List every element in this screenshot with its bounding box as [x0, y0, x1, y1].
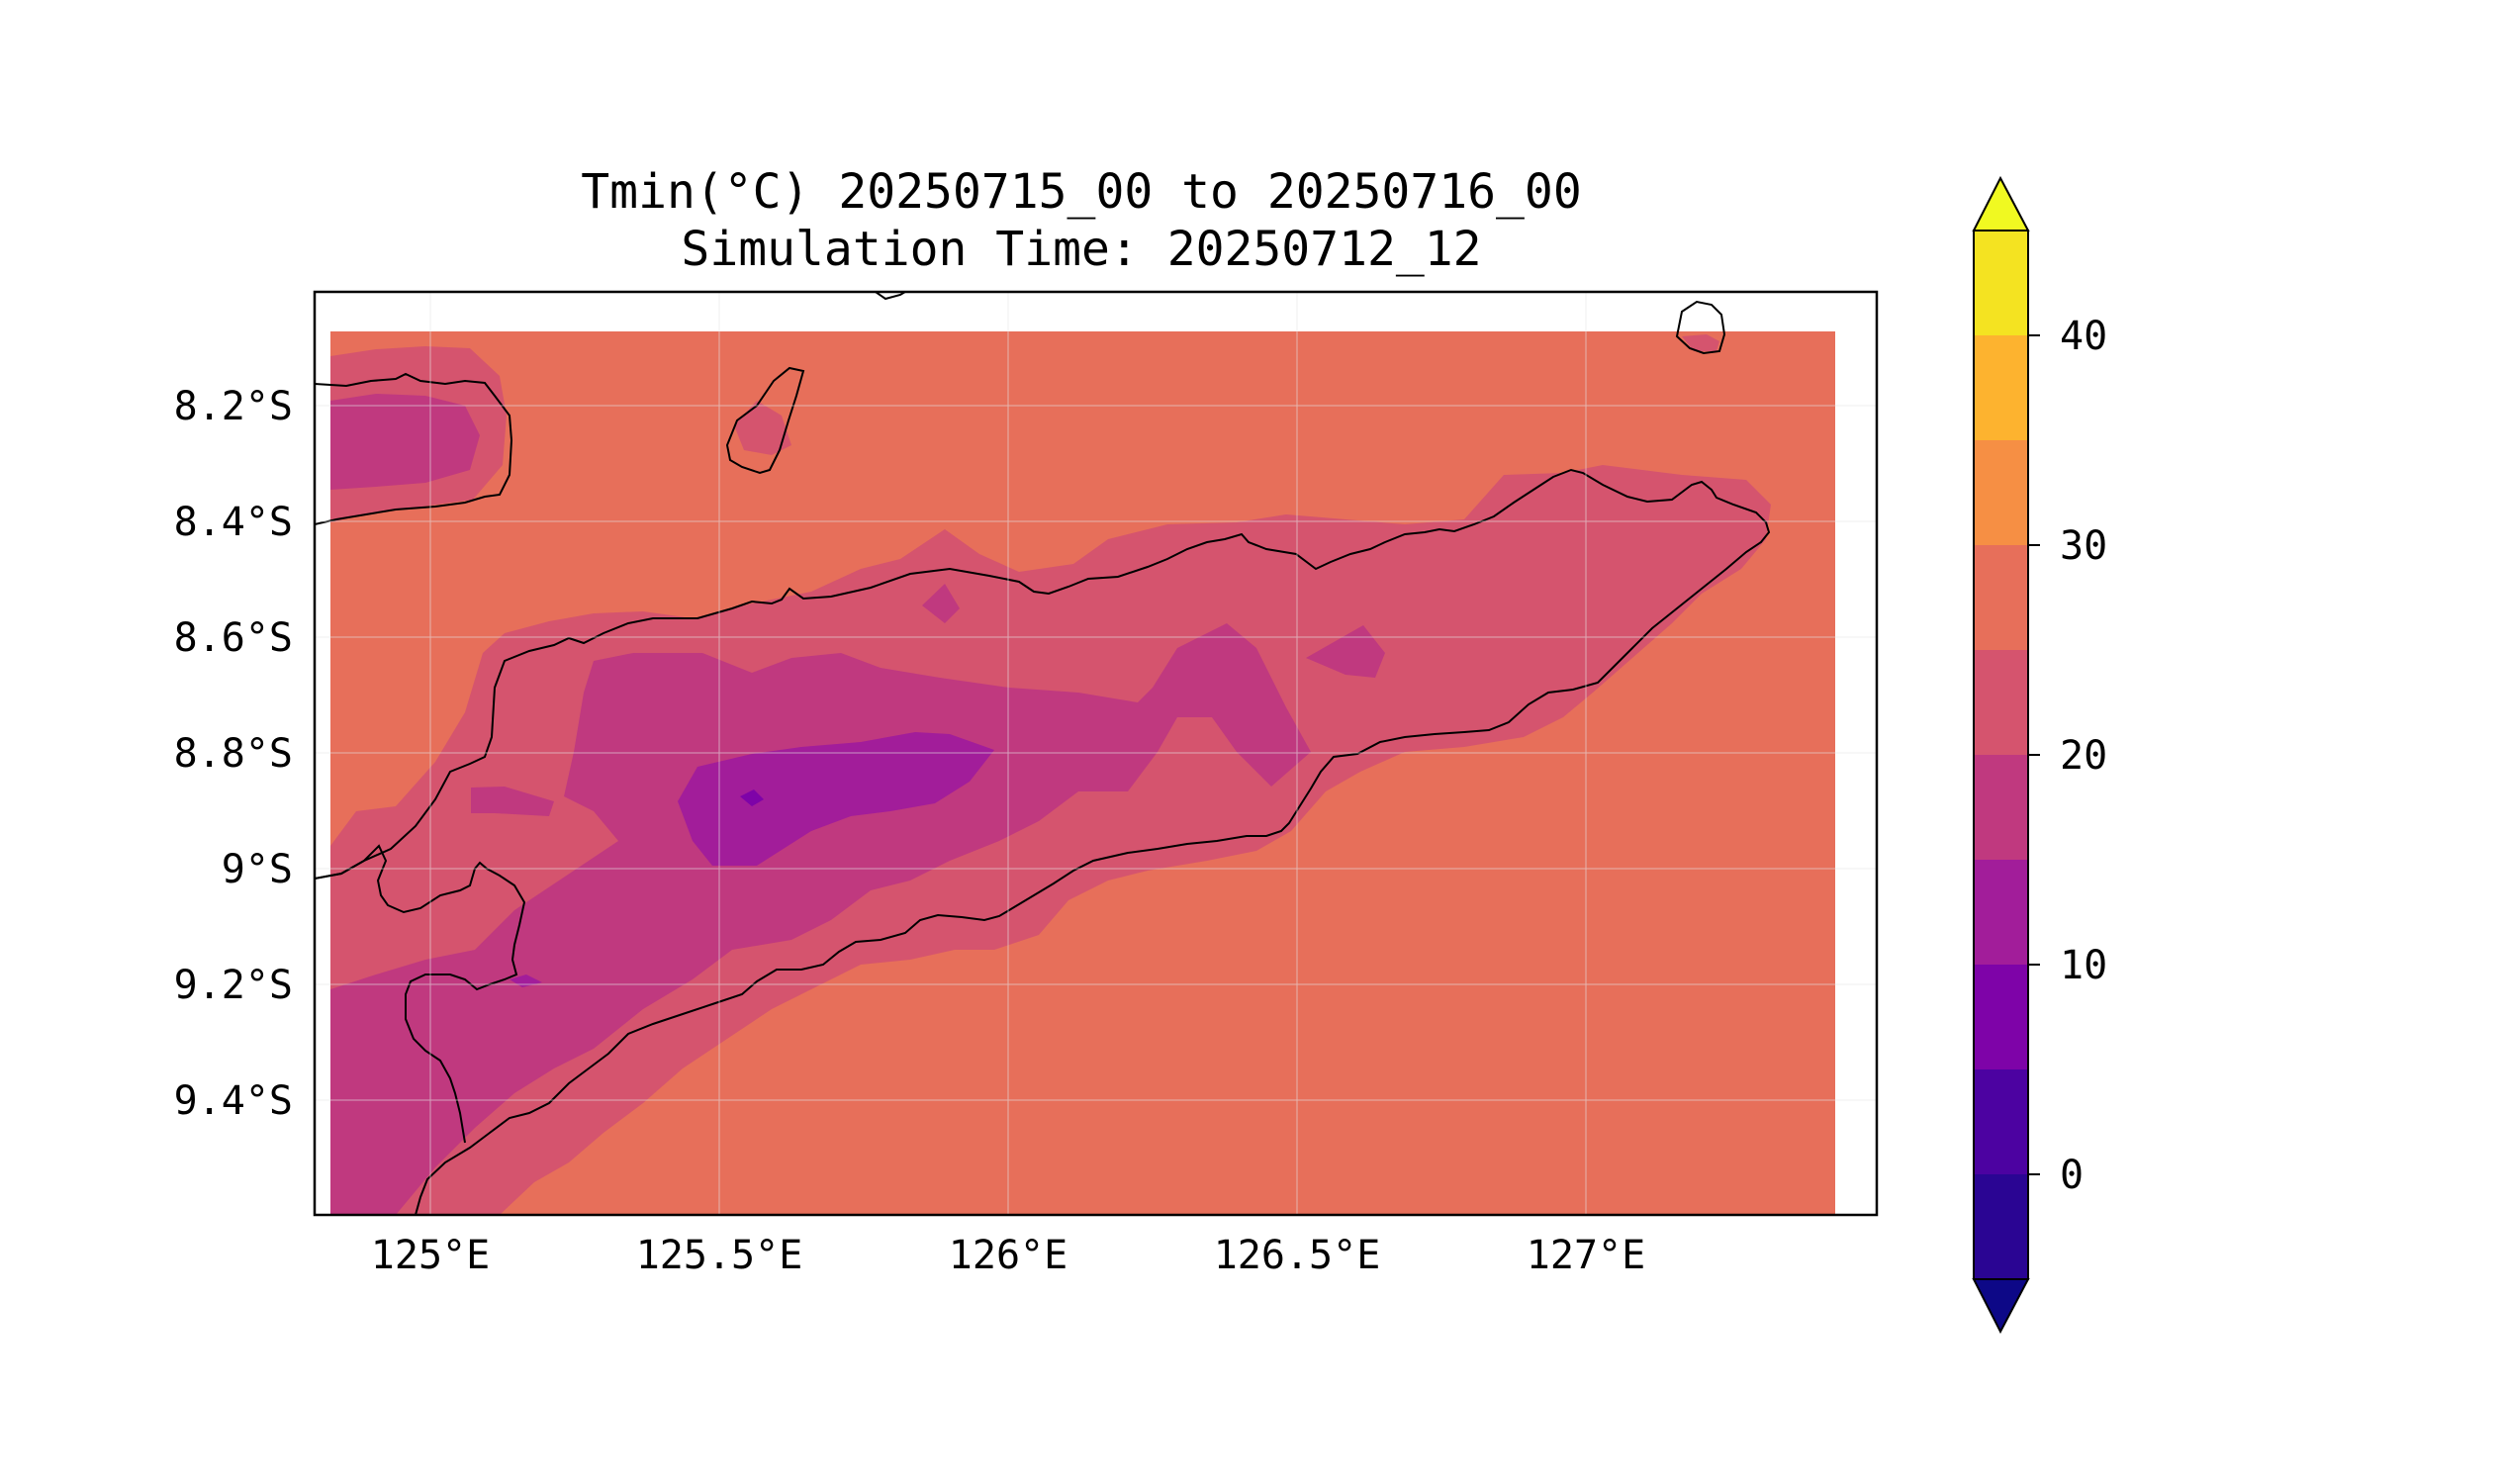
temperature-field-15-20-patch-north — [922, 584, 960, 623]
colorbar-tick-label: 20 — [2060, 733, 2107, 779]
colorbar: 40 30 20 10 0 — [1972, 175, 2107, 1335]
colorbar-band — [1974, 650, 2028, 755]
colorbar-band — [1974, 965, 2028, 1069]
coastline-oecusse — [315, 844, 526, 1144]
colorbar-extend-min — [1972, 1278, 2030, 1335]
colorbar-tick-label: 0 — [2060, 1153, 2084, 1198]
temperature-field-15-20-north — [330, 394, 480, 490]
gridlines — [315, 292, 1877, 1215]
map-title-line1: Tmin(°C) 20250715_00 to 20250716_00 — [581, 164, 1581, 220]
colorbar-band — [1974, 335, 2028, 440]
coastline-islet-ne — [1675, 300, 1726, 355]
map-frame — [313, 290, 1879, 1217]
temperature-field-20-25-islet — [734, 401, 791, 455]
colorbar-band — [1974, 1174, 2028, 1279]
y-tick-label: 9.2°S — [174, 963, 293, 1008]
temperature-field-20-25-islet-ne — [1682, 334, 1719, 351]
coastline-atauro — [725, 366, 805, 475]
temperature-field-5-10-spot — [740, 789, 764, 806]
colorbar-ticks — [2028, 334, 2040, 1175]
x-tick-label: 125°E — [371, 1233, 490, 1278]
colorbar-band — [1974, 1069, 2028, 1174]
temperature-field-15-20 — [330, 623, 1311, 1215]
coastline-layer — [315, 292, 1771, 1215]
x-tick-label: 127°E — [1527, 1233, 1645, 1278]
temperature-field-15-20-patch-west — [471, 787, 554, 816]
y-tick-label: 8.4°S — [174, 500, 293, 545]
x-tick-label: 126°E — [949, 1233, 1067, 1278]
temperature-field-15-20-patch-east — [1306, 625, 1385, 678]
y-tick-label: 8.2°S — [174, 384, 293, 429]
map-title-line2: Simulation Time: 20250712_12 — [681, 222, 1481, 277]
coastline-north-edge — [875, 292, 907, 301]
coastline-alor — [315, 372, 513, 525]
colorbar-tick-label: 40 — [2060, 314, 2107, 359]
y-tick-label: 9.4°S — [174, 1078, 293, 1124]
colorbar-tick-label: 10 — [2060, 943, 2107, 988]
y-tick-label: 8.8°S — [174, 731, 293, 777]
colorbar-band — [1974, 440, 2028, 545]
colorbar-extend-max — [1972, 175, 2030, 232]
map-panel: 125°E 125.5°E 126°E 126.5°E 127°E 8.2°S … — [174, 290, 1879, 1278]
coastline-timor — [315, 468, 1771, 1215]
y-tick-label: 8.6°S — [174, 615, 293, 661]
colorbar-band — [1974, 755, 2028, 860]
colorbar-band — [1974, 860, 2028, 965]
colorbar-band — [1974, 545, 2028, 650]
colorbar-band — [1974, 231, 2028, 335]
temperature-field-20-25 — [330, 465, 1771, 1215]
colorbar-tick-label: 30 — [2060, 523, 2107, 569]
y-tick-label: 9°S — [222, 847, 293, 892]
temperature-field-10-15 — [678, 732, 994, 866]
x-tick-label: 125.5°E — [636, 1233, 803, 1278]
x-tick-label: 126.5°E — [1214, 1233, 1381, 1278]
